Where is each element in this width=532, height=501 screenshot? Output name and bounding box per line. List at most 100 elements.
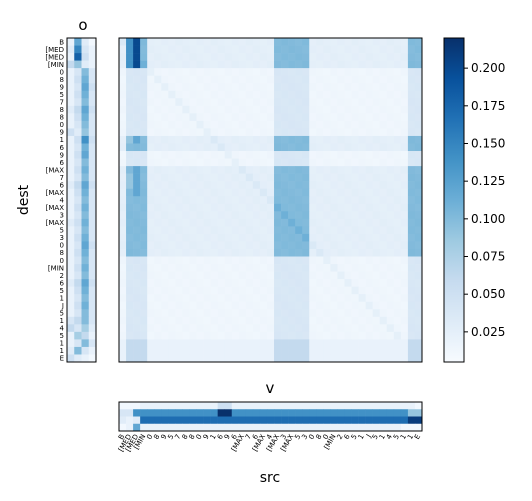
main-cell [119,105,127,114]
main-cell [323,60,331,69]
v-cell [323,409,331,417]
main-cell [140,135,148,144]
main-cell [274,181,282,189]
main-cell [126,309,134,318]
main-cell [182,241,190,250]
main-cell [231,38,240,46]
v-cell [238,409,247,417]
main-cell [414,248,423,257]
main-cell [133,339,141,348]
main-cell [414,68,423,76]
main-cell [203,233,211,242]
main-cell [154,339,162,348]
main-cell [302,75,310,84]
main-cell [351,233,359,242]
main-cell [245,181,254,189]
main-cell [337,38,345,46]
main-cell [245,188,254,197]
main-cell [295,128,303,137]
main-cell [140,294,148,303]
main-cell [231,45,240,54]
o-cell [74,45,82,54]
main-cell [126,331,134,340]
main-cell [316,38,324,46]
main-cell [351,279,359,287]
main-cell [330,83,338,92]
main-cell [140,105,148,114]
v-cell [119,423,127,432]
main-cell [302,181,310,189]
main-cell [245,233,254,242]
main-cell [119,60,127,69]
main-cell [309,241,317,250]
main-cell [203,158,211,167]
main-cell [126,135,134,144]
main-cell [379,346,388,355]
v-cell [379,416,388,425]
v-cell [407,423,416,432]
main-cell [288,309,296,318]
main-cell [189,53,197,61]
o-cell [81,143,90,152]
main-cell [203,105,211,114]
main-cell [372,105,381,114]
main-cell [400,241,409,250]
main-cell [266,316,275,325]
main-cell [126,181,134,189]
main-cell [372,294,381,303]
main-cell [217,158,225,167]
main-cell [245,75,254,84]
main-cell [259,143,268,152]
main-cell [288,158,296,167]
main-cell [365,173,373,182]
o-cell [81,324,90,333]
main-cell [316,45,324,54]
main-cell [182,166,190,174]
main-cell [182,256,190,265]
main-cell [259,105,268,114]
v-cell [147,402,155,410]
main-cell [203,339,211,348]
main-cell [358,196,366,205]
main-cell [344,218,352,227]
main-cell [288,188,296,197]
main-cell [330,354,338,363]
main-cell [323,68,331,76]
main-cell [203,241,211,250]
main-cell [231,354,240,363]
v-cell [252,409,261,417]
x-axis-label: src [260,470,280,486]
main-cell [154,105,162,114]
main-cell [295,143,303,152]
main-cell [288,346,296,355]
main-cell [323,120,331,129]
main-cell [175,211,183,220]
main-cell [210,309,218,318]
main-cell [337,188,345,197]
main-cell [414,218,423,227]
v-cell [175,416,183,425]
o-y-tick-label: [MAX [46,166,65,174]
main-cell [365,166,373,174]
o-heatmap-cells [67,38,97,363]
main-cell [351,196,359,205]
main-cell [414,83,423,92]
main-cell [386,256,395,265]
main-cell [393,331,402,340]
main-cell [266,68,275,76]
main-cell [203,324,211,333]
main-cell [224,271,233,280]
main-cell [379,151,388,159]
v-cell [372,409,381,417]
main-cell [231,128,240,137]
main-cell [210,98,218,107]
main-cell [302,324,310,333]
main-cell [133,256,141,265]
main-cell [281,248,289,257]
colorbar-tick-label: 0.050 [471,287,505,301]
main-cell [140,256,148,265]
main-cell [274,233,282,242]
main-cell [259,316,268,325]
main-cell [203,279,211,287]
o-cell [88,158,97,167]
